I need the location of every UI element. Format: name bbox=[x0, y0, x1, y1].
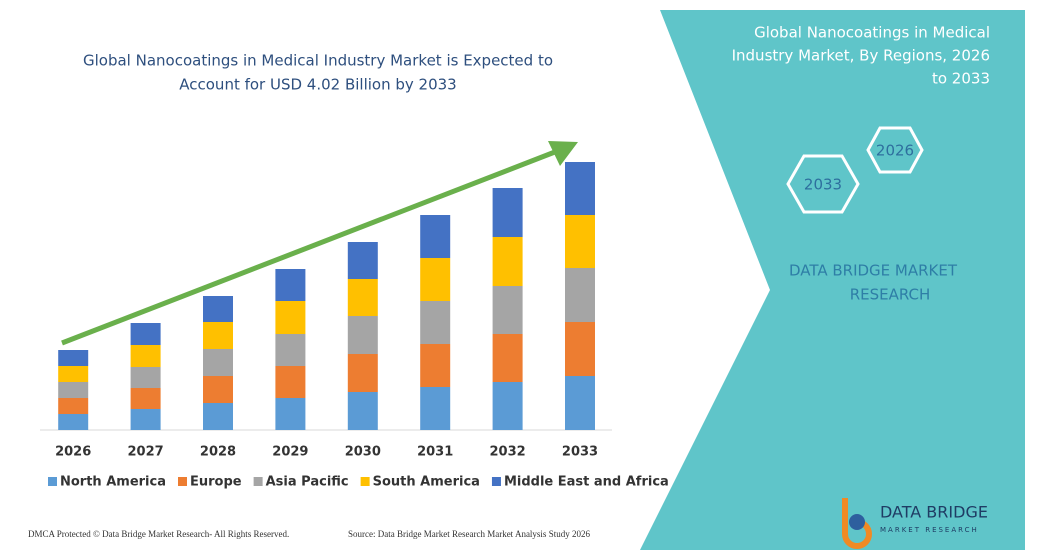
bar-segment bbox=[203, 322, 233, 349]
bar-segment bbox=[420, 344, 451, 387]
bar-segment bbox=[565, 268, 595, 322]
bar-segment bbox=[492, 286, 523, 334]
logo-sub: MARKET RESEARCH bbox=[880, 526, 979, 534]
bar-segment bbox=[347, 392, 378, 430]
bar-segment bbox=[275, 269, 306, 301]
logo-name: DATA BRIDGE bbox=[880, 503, 988, 522]
bar-segment bbox=[492, 382, 523, 430]
x-tick-label: 2029 bbox=[272, 445, 308, 460]
chart-title: Global Nanocoatings in Medical Industry … bbox=[83, 52, 553, 70]
bar-segment bbox=[58, 350, 89, 366]
bar-segment bbox=[492, 188, 523, 237]
bar-segment bbox=[347, 242, 378, 279]
brand-text: RESEARCH bbox=[850, 286, 931, 304]
bar-segment bbox=[58, 382, 89, 398]
hex-label: 2026 bbox=[876, 142, 914, 160]
hexagon-front bbox=[786, 154, 860, 214]
x-tick-label: 2030 bbox=[345, 445, 381, 460]
bar-segment bbox=[420, 215, 451, 258]
brand-text: DATA BRIDGE MARKET bbox=[789, 262, 958, 280]
legend-swatch bbox=[178, 477, 187, 486]
x-tick-label: 2031 bbox=[417, 445, 453, 460]
bar-segment bbox=[565, 162, 595, 215]
bar-segment bbox=[58, 414, 89, 430]
legend-swatch bbox=[491, 477, 501, 486]
legend-label: Asia Pacific bbox=[266, 475, 349, 490]
legend-label: South America bbox=[373, 475, 480, 490]
bar-segment bbox=[58, 398, 89, 414]
x-tick-label: 2032 bbox=[490, 445, 526, 460]
x-tick-label: 2027 bbox=[128, 445, 164, 460]
bar-segment bbox=[130, 323, 161, 345]
bar-segment bbox=[130, 388, 161, 409]
legend-swatch bbox=[48, 477, 57, 486]
bar-segment bbox=[492, 237, 523, 286]
trend-arrow-head bbox=[548, 141, 578, 166]
trend-arrow bbox=[61, 147, 561, 346]
legend-label: North America bbox=[60, 475, 166, 490]
bar-segment bbox=[275, 334, 306, 366]
bar-segment bbox=[492, 334, 523, 382]
panel-title: Global Nanocoatings in Medical bbox=[754, 24, 990, 42]
bar-segment bbox=[203, 349, 233, 376]
hexagon-back bbox=[866, 126, 924, 174]
panel-title: Industry Market, By Regions, 2026 bbox=[732, 47, 990, 65]
bar-segment bbox=[130, 367, 161, 388]
x-tick-label: 2028 bbox=[200, 445, 236, 460]
legend-label: Europe bbox=[190, 475, 242, 490]
bar-segment bbox=[565, 376, 595, 430]
bar-segment bbox=[565, 215, 595, 268]
footer-left: DMCA Protected © Data Bridge Market Rese… bbox=[28, 529, 289, 539]
bar-segment bbox=[347, 316, 378, 354]
bar-segment bbox=[203, 403, 233, 430]
bar-segment bbox=[58, 366, 89, 382]
bar-segment bbox=[275, 301, 306, 334]
bar-segment bbox=[275, 366, 306, 398]
logo-icon bbox=[849, 514, 865, 530]
x-tick-label: 2026 bbox=[55, 445, 91, 460]
bar-segment bbox=[203, 376, 233, 403]
bar-segment bbox=[565, 322, 595, 376]
legend-swatch bbox=[253, 477, 263, 486]
bar-segment bbox=[130, 345, 161, 367]
bar-segment bbox=[130, 409, 161, 430]
chart-title: Account for USD 4.02 Billion by 2033 bbox=[179, 76, 456, 94]
bar-segment bbox=[347, 279, 378, 316]
legend-swatch bbox=[360, 477, 370, 486]
bar-segment bbox=[420, 387, 451, 430]
bar-segment bbox=[203, 296, 233, 322]
bar-segment bbox=[347, 354, 378, 392]
teal-panel bbox=[640, 10, 1025, 550]
panel-title: to 2033 bbox=[932, 70, 990, 88]
bar-segment bbox=[420, 301, 451, 344]
bar-segment bbox=[420, 258, 451, 301]
footer-right: Source: Data Bridge Market Research Mark… bbox=[348, 529, 590, 539]
x-tick-label: 2033 bbox=[562, 445, 598, 460]
hex-label: 2033 bbox=[804, 176, 842, 194]
bar-segment bbox=[275, 398, 306, 430]
legend-label: Middle East and Africa bbox=[504, 475, 669, 490]
